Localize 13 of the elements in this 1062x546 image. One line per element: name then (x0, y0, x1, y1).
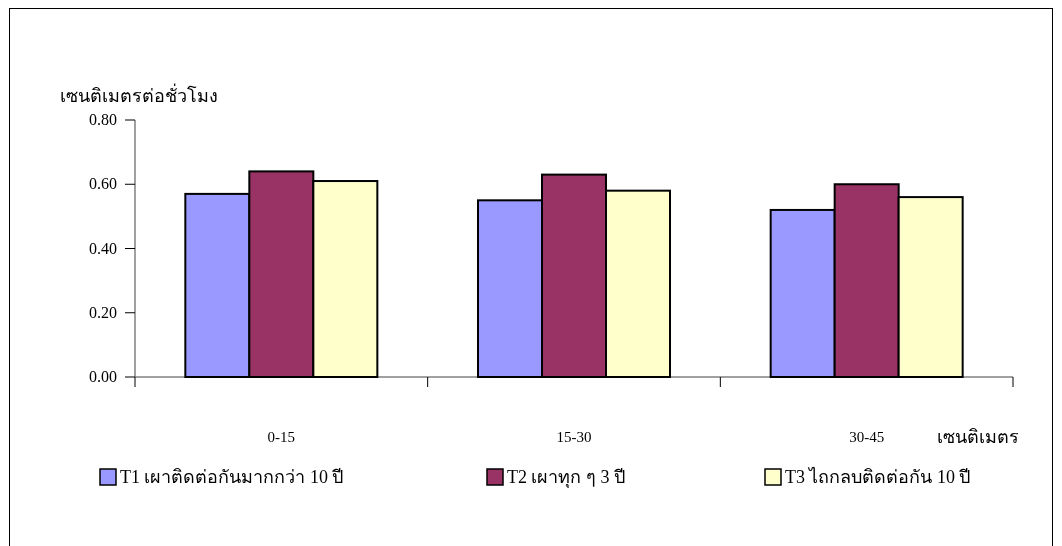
x-tick-label: 15-30 (556, 429, 592, 445)
y-tick-label: 0.80 (89, 111, 117, 128)
y-axis-title: เซนติเมตรต่อชั่วโมง (60, 83, 218, 106)
y-tick-label: 0.60 (89, 175, 117, 193)
y-tick-label: 0.00 (89, 368, 117, 385)
legend-label: T2 เผาทุก ๆ 3 ปี (507, 467, 625, 488)
legend-label: T1 เผาติดต่อกันมากกว่า 10 ปี (120, 467, 344, 487)
legend-label: T3 ไถกลบติดต่อกัน 10 ปี (785, 466, 971, 487)
x-axis-title: เซนติเมตร (937, 427, 1019, 447)
x-tick-label: 0-15 (267, 429, 296, 445)
y-tick-label: 0.20 (89, 303, 117, 321)
x-tick-label: 30-45 (849, 429, 885, 445)
y-tick-label: 0.40 (89, 239, 117, 257)
